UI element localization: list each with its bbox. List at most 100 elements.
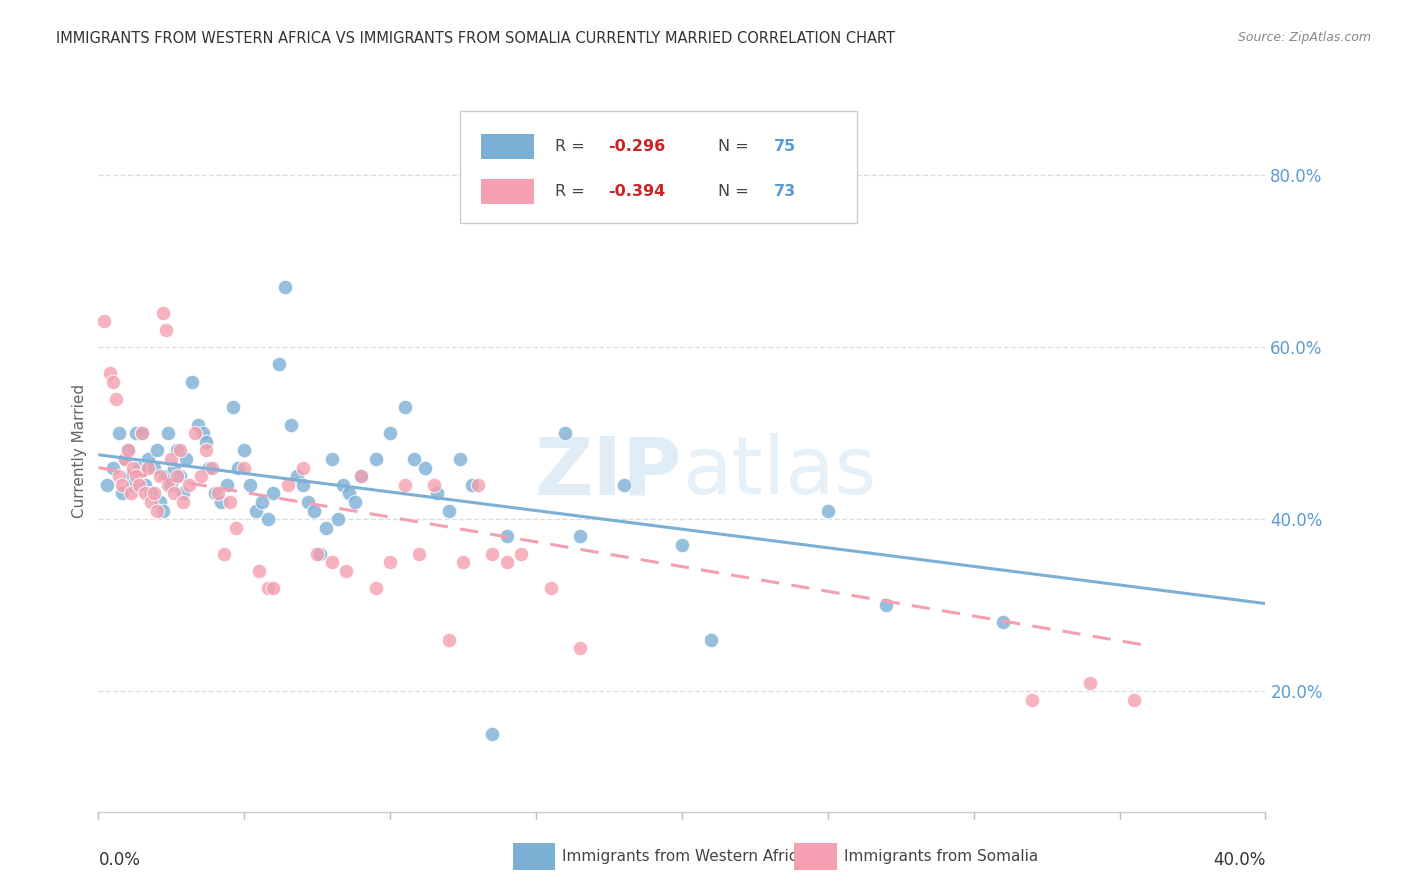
Point xyxy=(190,469,212,483)
Point xyxy=(269,358,291,372)
Text: Immigrants from Western Africa: Immigrants from Western Africa xyxy=(562,849,807,863)
Point xyxy=(307,547,329,561)
Point xyxy=(239,478,262,492)
Text: ZIP: ZIP xyxy=(534,434,682,511)
Point xyxy=(169,469,191,483)
Text: IMMIGRANTS FROM WESTERN AFRICA VS IMMIGRANTS FROM SOMALIA CURRENTLY MARRIED CORR: IMMIGRANTS FROM WESTERN AFRICA VS IMMIGR… xyxy=(56,31,896,46)
Point xyxy=(172,486,194,500)
Point xyxy=(163,486,186,500)
Point xyxy=(114,452,136,467)
Point xyxy=(125,426,148,441)
Point xyxy=(402,452,425,467)
Text: R =: R = xyxy=(555,184,589,199)
Point xyxy=(139,486,162,500)
Point xyxy=(291,478,314,492)
Text: N =: N = xyxy=(718,184,754,199)
Point xyxy=(136,452,159,467)
Point xyxy=(160,452,183,467)
Point xyxy=(280,417,302,432)
Point xyxy=(117,443,139,458)
Point xyxy=(207,486,229,500)
Point xyxy=(177,478,200,492)
Point xyxy=(451,555,474,569)
Point xyxy=(98,366,121,380)
Point xyxy=(262,581,284,595)
Point xyxy=(146,443,169,458)
Bar xyxy=(481,135,534,159)
Point xyxy=(139,495,162,509)
Point xyxy=(152,306,174,320)
Point xyxy=(122,460,145,475)
Point xyxy=(481,727,503,741)
Point xyxy=(394,478,416,492)
Point xyxy=(160,478,183,492)
Point xyxy=(117,443,139,458)
Point xyxy=(131,426,153,441)
Text: Immigrants from Somalia: Immigrants from Somalia xyxy=(844,849,1038,863)
Point xyxy=(152,503,174,517)
Point xyxy=(180,375,202,389)
Point xyxy=(247,564,270,578)
Point xyxy=(166,443,188,458)
Point xyxy=(209,495,232,509)
Point xyxy=(101,375,124,389)
Point xyxy=(169,443,191,458)
Point xyxy=(364,581,387,595)
Point xyxy=(875,599,897,613)
Point xyxy=(225,521,247,535)
Point xyxy=(612,478,634,492)
Point xyxy=(187,417,209,432)
Point xyxy=(332,478,354,492)
Point xyxy=(413,460,436,475)
Point xyxy=(215,478,238,492)
Bar xyxy=(481,179,534,204)
Point xyxy=(321,555,343,569)
Point xyxy=(120,469,142,483)
Point xyxy=(157,426,180,441)
Point xyxy=(245,503,267,517)
Point xyxy=(671,538,693,552)
Point xyxy=(128,460,150,475)
Text: N =: N = xyxy=(718,139,754,154)
Point xyxy=(335,564,357,578)
Point xyxy=(1123,693,1146,707)
Point xyxy=(510,547,533,561)
Point xyxy=(128,478,150,492)
Point xyxy=(93,314,115,328)
Point xyxy=(149,495,172,509)
Point xyxy=(1021,693,1043,707)
Point xyxy=(96,478,118,492)
Point xyxy=(134,478,156,492)
Point xyxy=(495,529,517,543)
Point xyxy=(125,469,148,483)
Point xyxy=(350,469,373,483)
Point xyxy=(136,460,159,475)
Point xyxy=(437,503,460,517)
Point xyxy=(291,460,314,475)
Point xyxy=(437,632,460,647)
Point xyxy=(277,478,299,492)
Point xyxy=(120,486,142,500)
Point xyxy=(108,469,131,483)
Point xyxy=(568,641,591,656)
Point xyxy=(262,486,284,500)
Text: atlas: atlas xyxy=(682,434,876,511)
Point xyxy=(285,469,308,483)
Point xyxy=(364,452,387,467)
Point xyxy=(146,503,169,517)
Point xyxy=(326,512,349,526)
Point xyxy=(315,521,337,535)
Point xyxy=(195,443,218,458)
Point xyxy=(991,615,1014,630)
Point xyxy=(337,486,360,500)
Point xyxy=(221,401,243,415)
Point xyxy=(228,460,250,475)
Point xyxy=(423,478,446,492)
Point xyxy=(104,392,127,406)
Point xyxy=(122,478,145,492)
Point xyxy=(378,555,402,569)
Point xyxy=(111,478,134,492)
Point xyxy=(467,478,489,492)
Point xyxy=(274,280,297,294)
Point xyxy=(142,460,165,475)
